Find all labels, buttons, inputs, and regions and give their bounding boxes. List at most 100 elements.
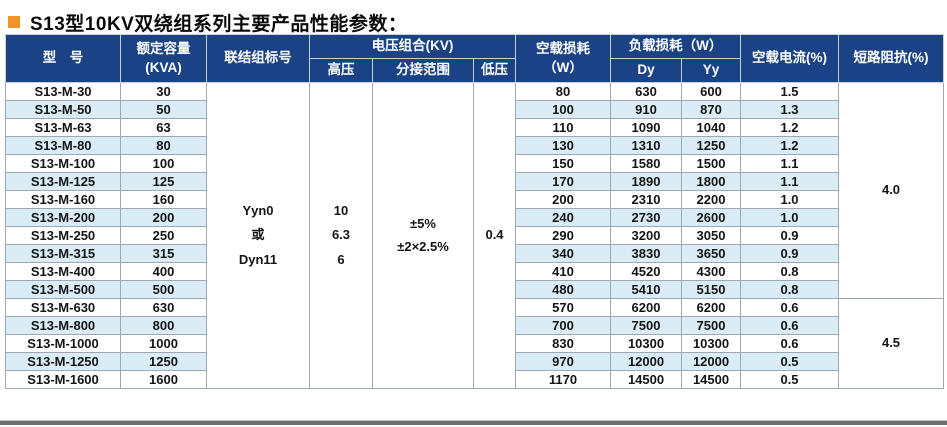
cell-no-load-current: 0.6 xyxy=(740,298,840,317)
cell-capacity: 315 xyxy=(120,244,207,263)
table-row: S13-M-1000 1000 830 10300 10300 0.6 xyxy=(5,334,944,353)
cell-dy: 4520 xyxy=(610,262,683,281)
cell-yy: 7500 xyxy=(681,316,742,335)
cell-model: S13-M-100 xyxy=(5,154,121,173)
cell-no-load-loss: 80 xyxy=(515,82,612,101)
header-low-voltage: 低压 xyxy=(472,58,517,83)
cell-no-load-loss: 150 xyxy=(515,154,612,173)
header-connection: 联结组标号 xyxy=(206,34,310,83)
header-capacity: 额定容量 (KVA) xyxy=(120,34,207,83)
cell-yy: 10300 xyxy=(681,334,742,353)
table-header: 型 号 额定容量 (KVA) 联结组标号 电压组合(KV) 空载损耗 （W） 负… xyxy=(5,34,945,83)
table-row: S13-M-250 250 290 3200 3050 0.9 xyxy=(5,226,944,245)
table-row: S13-M-400 400 410 4520 4300 0.8 xyxy=(5,262,944,281)
cell-capacity: 630 xyxy=(120,298,207,317)
cell-dy: 5410 xyxy=(610,280,683,299)
cell-dy: 630 xyxy=(610,82,683,101)
cell-yy: 14500 xyxy=(681,370,742,389)
header-voltage-group: 电压组合(KV) xyxy=(308,34,517,59)
cell-no-load-current: 0.8 xyxy=(740,262,840,281)
cell-no-load-loss: 700 xyxy=(515,316,612,335)
cell-capacity: 1250 xyxy=(120,352,207,371)
page-title: S13型10KV双绕组系列主要产品性能参数： xyxy=(30,13,408,35)
cell-yy: 5150 xyxy=(681,280,742,299)
table-row: S13-M-500 500 480 5410 5150 0.8 xyxy=(5,280,944,299)
cell-no-load-current: 1.2 xyxy=(740,136,840,155)
table-row: S13-M-125 125 170 1890 1800 1.1 xyxy=(5,172,944,191)
table-row: S13-M-315 315 340 3830 3650 0.9 xyxy=(5,244,944,263)
cell-model: S13-M-1600 xyxy=(5,370,121,389)
cell-no-load-current: 1.2 xyxy=(740,118,840,137)
cell-yy: 1250 xyxy=(681,136,742,155)
bottom-rule xyxy=(0,420,947,425)
cell-no-load-loss: 1170 xyxy=(515,370,612,389)
cell-model: S13-M-63 xyxy=(5,118,121,137)
cell-no-load-loss: 100 xyxy=(515,100,612,119)
cell-capacity: 1600 xyxy=(120,370,207,389)
cell-no-load-loss: 830 xyxy=(515,334,612,353)
cell-no-load-current: 0.8 xyxy=(740,280,840,299)
table-row: S13-M-1250 1250 970 12000 12000 0.5 xyxy=(5,352,944,371)
cell-yy: 2200 xyxy=(681,190,742,209)
cell-low-voltage-merged: 0.4 xyxy=(472,82,517,389)
cell-capacity: 50 xyxy=(120,100,207,119)
cell-capacity: 800 xyxy=(120,316,207,335)
table-row: S13-M-200 200 240 2730 2600 1.0 xyxy=(5,208,944,227)
cell-dy: 6200 xyxy=(610,298,683,317)
cell-model: S13-M-630 xyxy=(5,298,121,317)
header-model: 型 号 xyxy=(5,34,121,83)
cell-yy: 3050 xyxy=(681,226,742,245)
cell-no-load-loss: 970 xyxy=(515,352,612,371)
cell-yy: 1800 xyxy=(681,172,742,191)
cell-no-load-current: 0.6 xyxy=(740,316,840,335)
cell-yy: 6200 xyxy=(681,298,742,317)
cell-dy: 1580 xyxy=(610,154,683,173)
cell-yy: 1040 xyxy=(681,118,742,137)
cell-no-load-current: 1.0 xyxy=(740,208,840,227)
cell-no-load-loss: 480 xyxy=(515,280,612,299)
cell-no-load-loss: 200 xyxy=(515,190,612,209)
header-row-2: 高压 分接范围 低压 Dy Yy xyxy=(6,58,944,83)
spec-table: 型 号 额定容量 (KVA) 联结组标号 电压组合(KV) 空载损耗 （W） 负… xyxy=(5,34,945,389)
cell-dy: 1310 xyxy=(610,136,683,155)
cell-capacity: 160 xyxy=(120,190,207,209)
cell-dy: 1090 xyxy=(610,118,683,137)
cell-model: S13-M-200 xyxy=(5,208,121,227)
cell-model: S13-M-315 xyxy=(5,244,121,263)
cell-capacity: 30 xyxy=(120,82,207,101)
cell-impedance-merged-bottom: 4.5 xyxy=(838,298,945,389)
cell-no-load-loss: 240 xyxy=(515,208,612,227)
cell-model: S13-M-125 xyxy=(5,172,121,191)
cell-model: S13-M-800 xyxy=(5,316,121,335)
cell-yy: 1500 xyxy=(681,154,742,173)
cell-no-load-current: 0.9 xyxy=(740,226,840,245)
cell-high-voltage-merged: 10 6.3 6 xyxy=(309,82,373,389)
header-tap-range: 分接范围 xyxy=(372,58,474,83)
table-body: S13-M-30 30 Yyn0 或 Dyn11 10 6.3 6 ±5% ±2… xyxy=(5,82,945,389)
cell-model: S13-M-80 xyxy=(5,136,121,155)
table-row: S13-M-63 63 110 1090 1040 1.2 xyxy=(5,118,944,137)
cell-yy: 600 xyxy=(681,82,742,101)
cell-no-load-current: 1.3 xyxy=(740,100,840,119)
title-row: S13型10KV双绕组系列主要产品性能参数： xyxy=(0,0,947,35)
cell-model: S13-M-500 xyxy=(5,280,121,299)
table-row: S13-M-630 630 570 6200 6200 0.6 4.5 xyxy=(5,298,945,389)
cell-model: S13-M-30 xyxy=(5,82,121,101)
cell-no-load-current: 1.1 xyxy=(740,172,840,191)
cell-dy: 910 xyxy=(610,100,683,119)
cell-model: S13-M-250 xyxy=(5,226,121,245)
table-row: S13-M-1600 1600 1170 14500 14500 0.5 xyxy=(5,370,944,389)
cell-no-load-current: 0.5 xyxy=(740,352,840,371)
cell-yy: 2600 xyxy=(681,208,742,227)
cell-no-load-loss: 130 xyxy=(515,136,612,155)
cell-capacity: 63 xyxy=(120,118,207,137)
header-impedance: 短路阻抗(%) xyxy=(838,34,945,83)
cell-no-load-loss: 110 xyxy=(515,118,612,137)
cell-yy: 4300 xyxy=(681,262,742,281)
cell-yy: 12000 xyxy=(681,352,742,371)
cell-yy: 870 xyxy=(681,100,742,119)
header-yy: Yy xyxy=(681,58,742,83)
cell-capacity: 400 xyxy=(120,262,207,281)
cell-no-load-loss: 570 xyxy=(515,298,612,317)
